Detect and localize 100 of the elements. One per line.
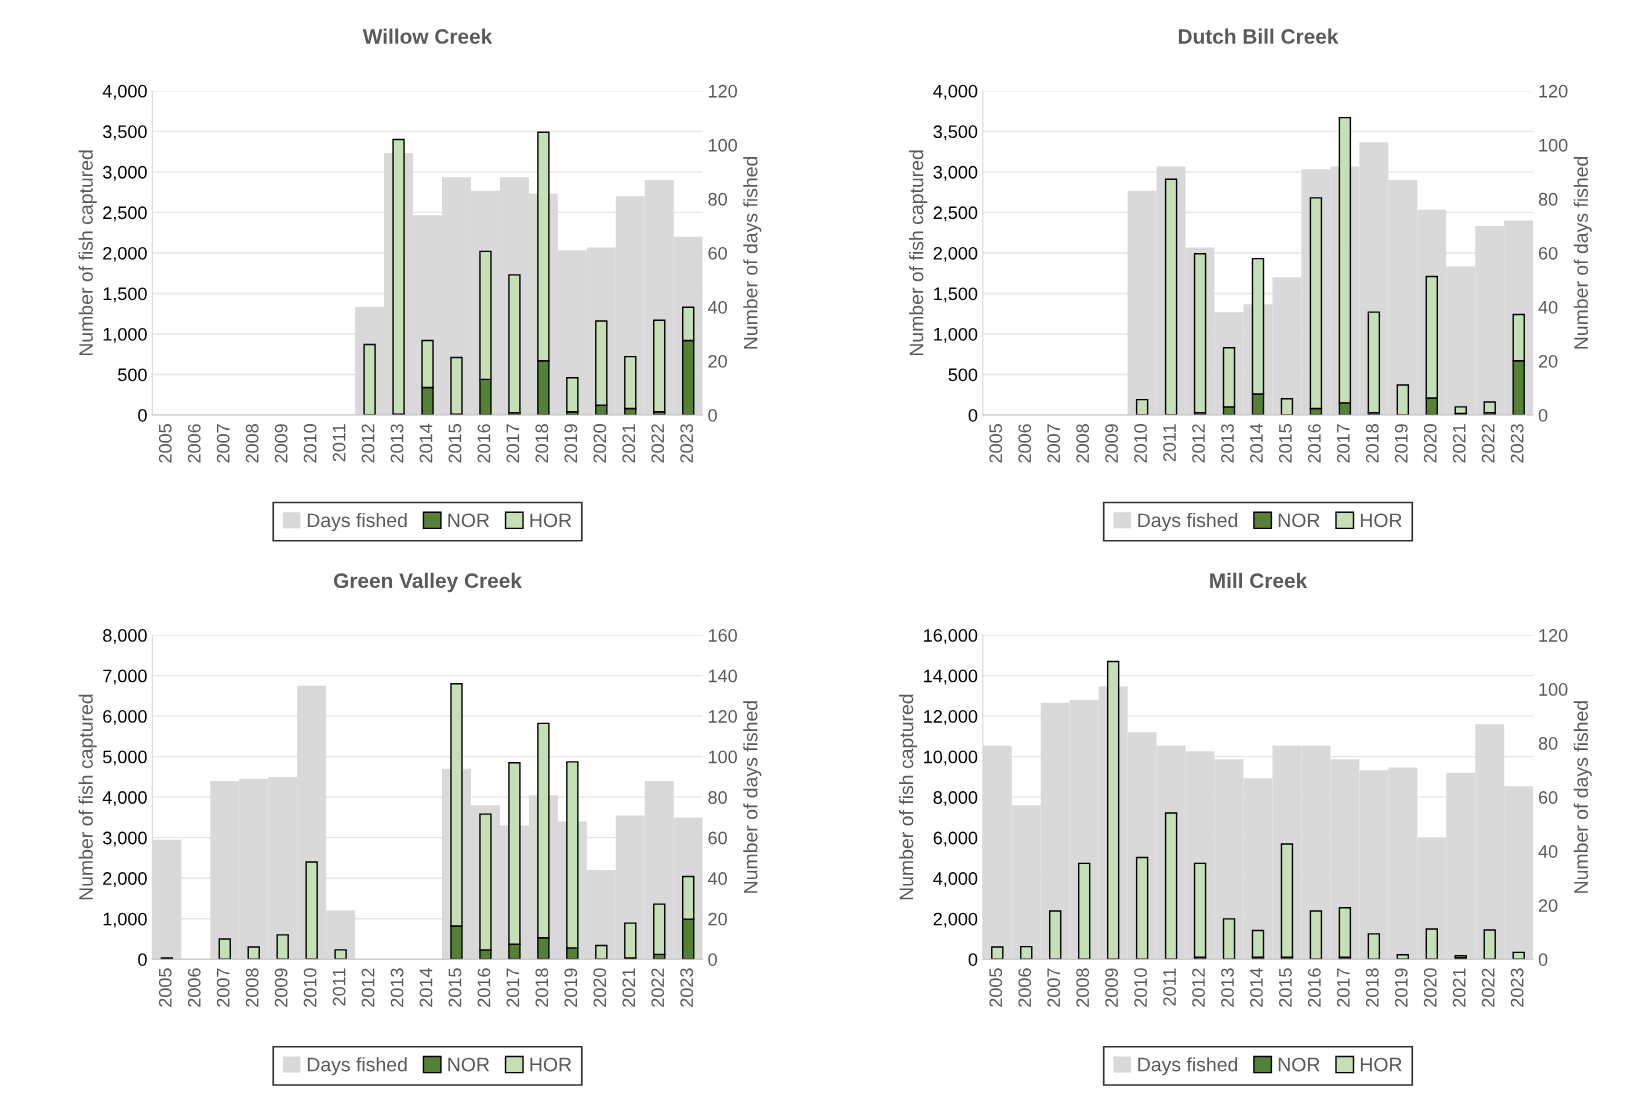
- y2-tick-label: 20: [1538, 899, 1558, 912]
- x-tick-label: 2019: [1394, 968, 1408, 1007]
- x-tick-label: 2010: [303, 424, 317, 463]
- y2-tick-label: 20: [708, 354, 727, 368]
- legend-label: NOR: [1278, 513, 1320, 528]
- x-tick-label: 2008: [1076, 968, 1090, 1007]
- x-tick-label: 2020: [1423, 424, 1437, 463]
- y2-tick-label: 80: [708, 791, 727, 804]
- x-tick-label: 2009: [274, 424, 288, 463]
- y-tick-label: 8,000: [933, 791, 978, 807]
- x-tick-label: 2017: [1336, 424, 1350, 463]
- x-tick-label: 2006: [187, 424, 201, 463]
- y2-tick-label: 40: [707, 872, 727, 885]
- x-tick-label: 2013: [390, 424, 404, 463]
- x-tick-label: 2009: [1105, 968, 1118, 1007]
- y2-tick-label: 60: [708, 246, 727, 260]
- x-tick-label: 2014: [419, 968, 433, 1007]
- x-tick-label: 2016: [477, 424, 491, 463]
- x-tick-label: 2005: [989, 968, 1003, 1007]
- y-axis-title: Number of fish captured: [899, 694, 918, 900]
- y-tick-label: 3,000: [102, 165, 147, 181]
- y2-tick-label: 80: [1538, 192, 1558, 206]
- x-tick-label: 2020: [593, 968, 607, 1007]
- legend-label: NOR: [1278, 1057, 1320, 1072]
- y2-tick-label: 40: [1538, 845, 1558, 858]
- x-tick-label: 2019: [564, 968, 578, 1007]
- y2-tick-label: 80: [1538, 737, 1558, 750]
- legend-label: Days fished: [307, 1057, 407, 1076]
- x-tick-label: 2012: [361, 424, 375, 463]
- y2-tick-label: 60: [708, 831, 727, 845]
- legend-label: Days fished: [1138, 512, 1238, 532]
- x-tick-label: 2012: [1192, 968, 1205, 1007]
- x-tick-label: 2017: [506, 968, 520, 1007]
- x-tick-label: 2021: [622, 968, 636, 1007]
- x-tick-label: 2006: [187, 968, 201, 1007]
- x-tick-label: 2013: [1221, 424, 1234, 463]
- y-tick-label: 2,000: [103, 872, 147, 888]
- legend-label: NOR: [448, 513, 490, 528]
- x-tick-label: 2020: [1423, 968, 1437, 1007]
- legend-label: HOR: [530, 513, 572, 528]
- y-tick-label: 500: [948, 368, 978, 382]
- x-tick-label: 2014: [1250, 423, 1263, 463]
- x-tick-label: 2023: [680, 968, 694, 1007]
- chart-title: Dutch Bill Creek: [1178, 28, 1339, 44]
- y-tick-label: 16,000: [924, 629, 978, 644]
- y2-tick-label: 60: [1538, 791, 1558, 804]
- y2-tick-label: 120: [1539, 629, 1568, 642]
- x-tick-label: 2016: [1307, 424, 1321, 463]
- x-tick-label: 2007: [1047, 424, 1061, 463]
- legend-label: Days fished: [307, 512, 407, 532]
- y-axis-title: Number of fish captured: [909, 150, 928, 356]
- y-tick-label: 1,500: [103, 287, 147, 303]
- y-tick-label: 1,000: [103, 912, 147, 928]
- y-tick-label: 4,000: [102, 791, 147, 807]
- x-tick-label: 2011: [1163, 968, 1176, 1006]
- x-tick-label: 2005: [158, 424, 172, 463]
- x-tick-label: 2022: [651, 424, 665, 463]
- x-tick-label: 2017: [506, 424, 520, 463]
- x-tick-label: 2018: [535, 968, 549, 1007]
- x-tick-label: 2011: [332, 424, 346, 462]
- x-tick-label: 2009: [274, 968, 288, 1007]
- y-tick-label: 4,000: [933, 84, 978, 100]
- y-tick-label: 1,000: [103, 327, 147, 343]
- x-tick-label: 2016: [1307, 968, 1321, 1007]
- y2-tick-label: 120: [708, 84, 737, 98]
- y2-tick-label: 100: [708, 750, 737, 764]
- x-tick-label: 2010: [1134, 424, 1147, 463]
- y-tick-label: 0: [968, 953, 978, 966]
- y2-tick-label: 100: [1539, 683, 1568, 696]
- x-tick-label: 2015: [448, 424, 462, 463]
- x-tick-label: 2005: [158, 968, 172, 1007]
- x-tick-label: 2021: [622, 424, 636, 463]
- x-tick-label: 2012: [361, 968, 375, 1007]
- x-tick-label: 2023: [1510, 968, 1524, 1007]
- y2-axis-title: Number of days fished: [1573, 701, 1592, 893]
- x-tick-label: 2017: [1336, 968, 1350, 1007]
- y-tick-label: 12,000: [924, 710, 978, 725]
- y2-axis-title: Number of days fished: [743, 156, 762, 349]
- y2-tick-label: 0: [1538, 953, 1548, 966]
- y-tick-label: 0: [968, 408, 978, 422]
- y-tick-label: 10,000: [924, 750, 978, 766]
- y2-tick-label: 100: [1539, 138, 1568, 152]
- y-tick-label: 4,000: [102, 84, 147, 100]
- y2-axis-title: Number of days fished: [743, 701, 762, 893]
- y-tick-label: 3,500: [933, 125, 978, 141]
- y2-axis-title: Number of days fished: [1573, 156, 1592, 349]
- x-tick-label: 2018: [1365, 968, 1379, 1007]
- x-tick-label: 2015: [448, 968, 462, 1007]
- x-tick-label: 2011: [1163, 424, 1176, 462]
- chart-title: Green Valley Creek: [333, 572, 522, 593]
- y-tick-label: 3,000: [933, 165, 978, 181]
- x-tick-label: 2016: [477, 968, 491, 1007]
- x-tick-label: 2018: [1365, 424, 1379, 463]
- chart-title: Mill Creek: [1210, 572, 1308, 589]
- x-tick-label: 2005: [989, 424, 1003, 463]
- y2-tick-label: 60: [1538, 246, 1558, 260]
- x-tick-label: 2009: [1105, 424, 1118, 463]
- x-tick-label: 2015: [1279, 968, 1292, 1007]
- x-tick-label: 2023: [680, 424, 694, 463]
- y2-tick-label: 20: [1538, 354, 1558, 368]
